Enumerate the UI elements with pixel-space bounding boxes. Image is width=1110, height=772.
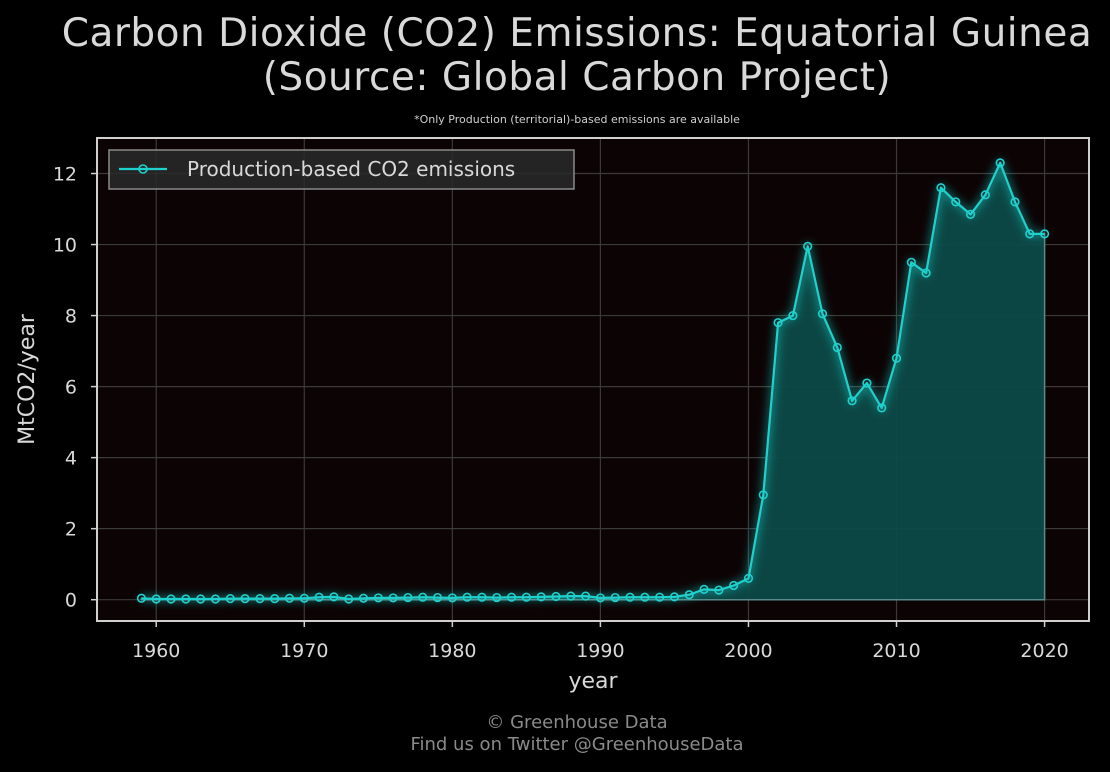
data-point [758,490,768,500]
data-point [936,183,946,193]
data-point [418,592,428,602]
data-point [270,594,280,604]
data-point [862,378,872,388]
y-tick-label: 10 [53,235,77,257]
data-point [432,592,443,603]
data-point [803,241,813,251]
data-point [832,342,842,353]
data-point [551,591,561,602]
data-point [773,318,783,328]
y-tick-label: 6 [65,377,77,399]
x-axis-ticks: 1960 1970 1980 1990 2000 2010 2020 [132,621,1069,662]
data-point [580,591,591,601]
data-point [492,592,502,603]
data-point [610,592,620,603]
legend-box [108,149,575,190]
data-point [625,592,635,602]
plot-frame [96,137,1090,622]
data-point [388,593,398,603]
data-point [151,594,161,604]
data-point [358,593,369,603]
series-line [141,161,1045,601]
x-tick-label: 2000 [724,640,772,662]
y-axis-ticks: 0 2 4 6 8 10 12 [53,164,97,612]
data-point [314,592,324,602]
data-point [566,591,576,601]
data-point [1010,197,1020,207]
data-point [729,580,739,591]
data-point [684,590,694,600]
data-point [921,268,931,278]
chart-subtitle: *Only Production (territorial)-based emi… [414,113,740,126]
data-point [595,593,606,603]
data-point [980,190,990,200]
data-point [329,592,339,602]
data-point [995,158,1005,168]
y-tick-label: 12 [53,164,77,186]
data-point [669,592,680,602]
data-point [462,592,472,602]
data-point [447,593,457,603]
y-tick-label: 0 [65,590,77,612]
chart-title-line2: (Source: Global Carbon Project) [262,55,892,100]
data-point [477,592,487,602]
data-point [1039,229,1050,239]
data-point [166,594,176,604]
x-tick-label: 1960 [132,640,180,662]
credit-line1: © Greenhouse Data [486,712,668,733]
data-point [299,593,309,603]
x-tick-label: 1990 [576,640,624,662]
data-point [951,197,961,207]
data-point [640,592,650,602]
data-point [521,592,531,602]
data-point [344,594,354,604]
chart-svg: 1960 1970 1980 1990 2000 2010 2020 0 2 4 6 8 10 12 y… [15,137,1090,694]
legend-label: Production-based CO2 emissions [187,157,515,181]
data-point [225,594,235,604]
legend: Production-based CO2 emissions [108,149,575,190]
data-point [240,594,250,604]
y-tick-label: 8 [65,306,77,328]
chart-title-line1: Carbon Dioxide (CO2) Emissions: Equatori… [61,11,1093,56]
credit-line2: Find us on Twitter @GreenhouseData [410,734,744,755]
data-point [506,592,517,602]
data-point [817,309,828,319]
data-point [847,396,857,406]
data-point [210,594,221,604]
legend-marker [138,164,148,174]
data-point [891,353,902,363]
data-point [284,593,295,603]
data-point [373,593,383,603]
data-point [877,403,887,413]
x-tick-label: 1980 [428,640,476,662]
data-point [788,310,798,321]
data-point [403,592,413,603]
data-point [906,257,916,267]
y-tick-label: 4 [65,448,77,470]
data-point [536,592,546,602]
x-tick-label: 2010 [872,640,920,662]
data-point [255,594,265,604]
y-tick-label: 2 [65,519,77,541]
y-axis-label: MtCO2/year [15,313,40,445]
x-tick-label: 2020 [1020,640,1068,662]
data-point [655,592,665,602]
data-point [136,593,147,603]
data-point [699,584,709,594]
x-tick-label: 1970 [280,640,328,662]
x-axis-label: year [568,669,618,694]
data-point [714,585,724,595]
data-point [196,594,206,604]
data-point [1025,229,1035,239]
data-points [136,158,1050,604]
data-point [743,573,754,583]
data-point [181,594,191,604]
data-point [965,209,976,219]
